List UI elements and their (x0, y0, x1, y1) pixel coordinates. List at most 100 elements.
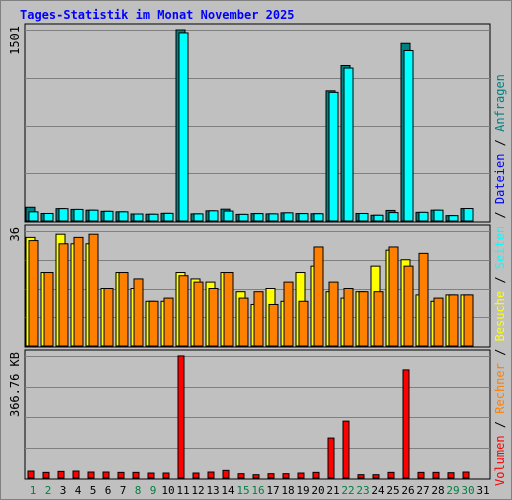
bar-volume-day-26 (402, 369, 410, 479)
bar-volume-day-13 (207, 471, 215, 479)
day-label-26: 26 (401, 484, 414, 497)
day-label-9: 9 (150, 484, 157, 497)
bar-hits-front-day-12 (193, 213, 204, 222)
bars (25, 29, 474, 479)
bar-volume-day-23 (357, 474, 365, 479)
day-label-13: 13 (206, 484, 219, 497)
bar-volume-day-22 (342, 420, 350, 479)
bar-hits-front-day-21 (328, 91, 339, 222)
legend-part: / (493, 269, 507, 291)
bar-visits-front-day-16 (253, 291, 264, 347)
bar-hits-front-day-16 (253, 213, 264, 222)
day-label-5: 5 (90, 484, 97, 497)
axis-label-visits: 36 (8, 227, 22, 241)
bar-hits-front-day-20 (313, 213, 324, 222)
bar-volume-day-5 (87, 471, 95, 479)
bar-hits-front-day-22 (343, 67, 354, 222)
legend-part: / (493, 132, 507, 154)
legend-part: Anfragen (493, 74, 507, 132)
day-label-7: 7 (120, 484, 127, 497)
bar-visits-front-day-9 (148, 300, 159, 347)
bar-hits-front-day-18 (283, 212, 294, 222)
bar-hits-front-day-26 (403, 49, 414, 222)
day-label-1: 1 (30, 484, 37, 497)
bar-visits-front-day-11 (178, 275, 189, 347)
day-label-18: 18 (281, 484, 294, 497)
day-label-30: 30 (461, 484, 474, 497)
day-labels: 1 2 3 4 5 6 7 8 9 10 11 12 13 14 15 16 17 18 19 20 21 22 23 24 2… (30, 484, 490, 497)
bar-visits-front-day-13 (208, 288, 219, 347)
bar-volume-day-28 (432, 471, 440, 479)
bar-hits-front-day-10 (163, 212, 174, 222)
legend-part: Besuche (493, 291, 507, 342)
bar-visits-front-day-14 (223, 272, 234, 347)
bar-visits-front-day-29 (448, 294, 459, 347)
bar-volume-day-20 (312, 471, 320, 479)
bar-volume-day-3 (57, 470, 65, 479)
bar-volume-day-29 (447, 472, 455, 479)
bar-hits-front-day-17 (268, 213, 279, 222)
bar-hits-front-day-23 (358, 212, 369, 222)
bar-visits-front-day-23 (358, 291, 369, 347)
bar-visits-front-day-7 (118, 272, 129, 347)
axis-label-hits: 1501 (8, 26, 22, 55)
bar-volume-day-30 (462, 471, 470, 479)
legend-part: / (493, 414, 507, 436)
axis-labels: 1501 36 366.76 KB (8, 26, 22, 417)
bar-hits-front-day-30 (463, 208, 474, 222)
bar-visits-front-day-20 (313, 246, 324, 347)
day-label-10: 10 (161, 484, 174, 497)
bar-hits-front-day-14 (223, 210, 234, 222)
bar-volume-day-11 (177, 355, 185, 479)
bar-visits-front-day-6 (103, 288, 114, 347)
bar-visits-front-day-28 (433, 297, 444, 347)
chart-title: Tages-Statistik im Monat November 2025 (20, 8, 295, 22)
day-label-22: 22 (341, 484, 354, 497)
bar-volume-day-4 (72, 470, 80, 479)
bar-hits-front-day-29 (448, 215, 459, 222)
day-label-8: 8 (135, 484, 142, 497)
bar-visits-front-day-3 (58, 243, 69, 347)
bar-hits-front-day-3 (58, 208, 69, 222)
bar-visits-front-day-1 (28, 240, 39, 347)
bar-volume-day-18 (282, 473, 290, 479)
day-label-19: 19 (296, 484, 309, 497)
day-label-2: 2 (45, 484, 52, 497)
bar-hits-front-day-6 (103, 210, 114, 222)
bar-hits-front-day-9 (148, 213, 159, 222)
bar-visits-front-day-4 (73, 236, 84, 347)
bar-volume-day-10 (162, 472, 170, 479)
bar-visits-front-day-24 (373, 291, 384, 347)
bar-hits-front-day-4 (73, 208, 84, 222)
bar-visits-front-day-12 (193, 281, 204, 347)
bar-visits-front-day-19 (298, 300, 309, 347)
day-label-12: 12 (191, 484, 204, 497)
axis-label-volume: 366.76 KB (8, 352, 22, 417)
bar-volume-day-15 (237, 473, 245, 479)
bar-hits-front-day-19 (298, 213, 309, 222)
day-label-16: 16 (251, 484, 264, 497)
bar-volume-day-16 (252, 474, 260, 479)
day-label-4: 4 (75, 484, 82, 497)
bar-hits-front-day-11 (178, 32, 189, 222)
bar-volume-day-19 (297, 472, 305, 479)
day-label-25: 25 (386, 484, 399, 497)
day-label-31: 31 (476, 484, 489, 497)
legend-part: Dateien (493, 154, 507, 205)
day-label-27: 27 (416, 484, 429, 497)
legend-part: / (493, 341, 507, 363)
legend-part: Rechner (493, 363, 507, 414)
bar-volume-day-2 (42, 471, 50, 479)
bar-visits-front-day-2 (43, 272, 54, 347)
bar-hits-front-day-25 (388, 212, 399, 222)
bar-visits-front-day-15 (238, 297, 249, 347)
panel-volume (24, 349, 491, 480)
bar-hits-front-day-27 (418, 211, 429, 222)
bar-hits-front-day-24 (373, 214, 384, 222)
bar-visits-front-day-17 (268, 303, 279, 347)
bar-visits-front-day-8 (133, 278, 144, 347)
bar-volume-day-14 (222, 469, 230, 479)
bar-visits-front-day-5 (88, 233, 99, 347)
bar-volume-day-27 (417, 471, 425, 479)
bar-visits-front-day-25 (388, 246, 399, 347)
